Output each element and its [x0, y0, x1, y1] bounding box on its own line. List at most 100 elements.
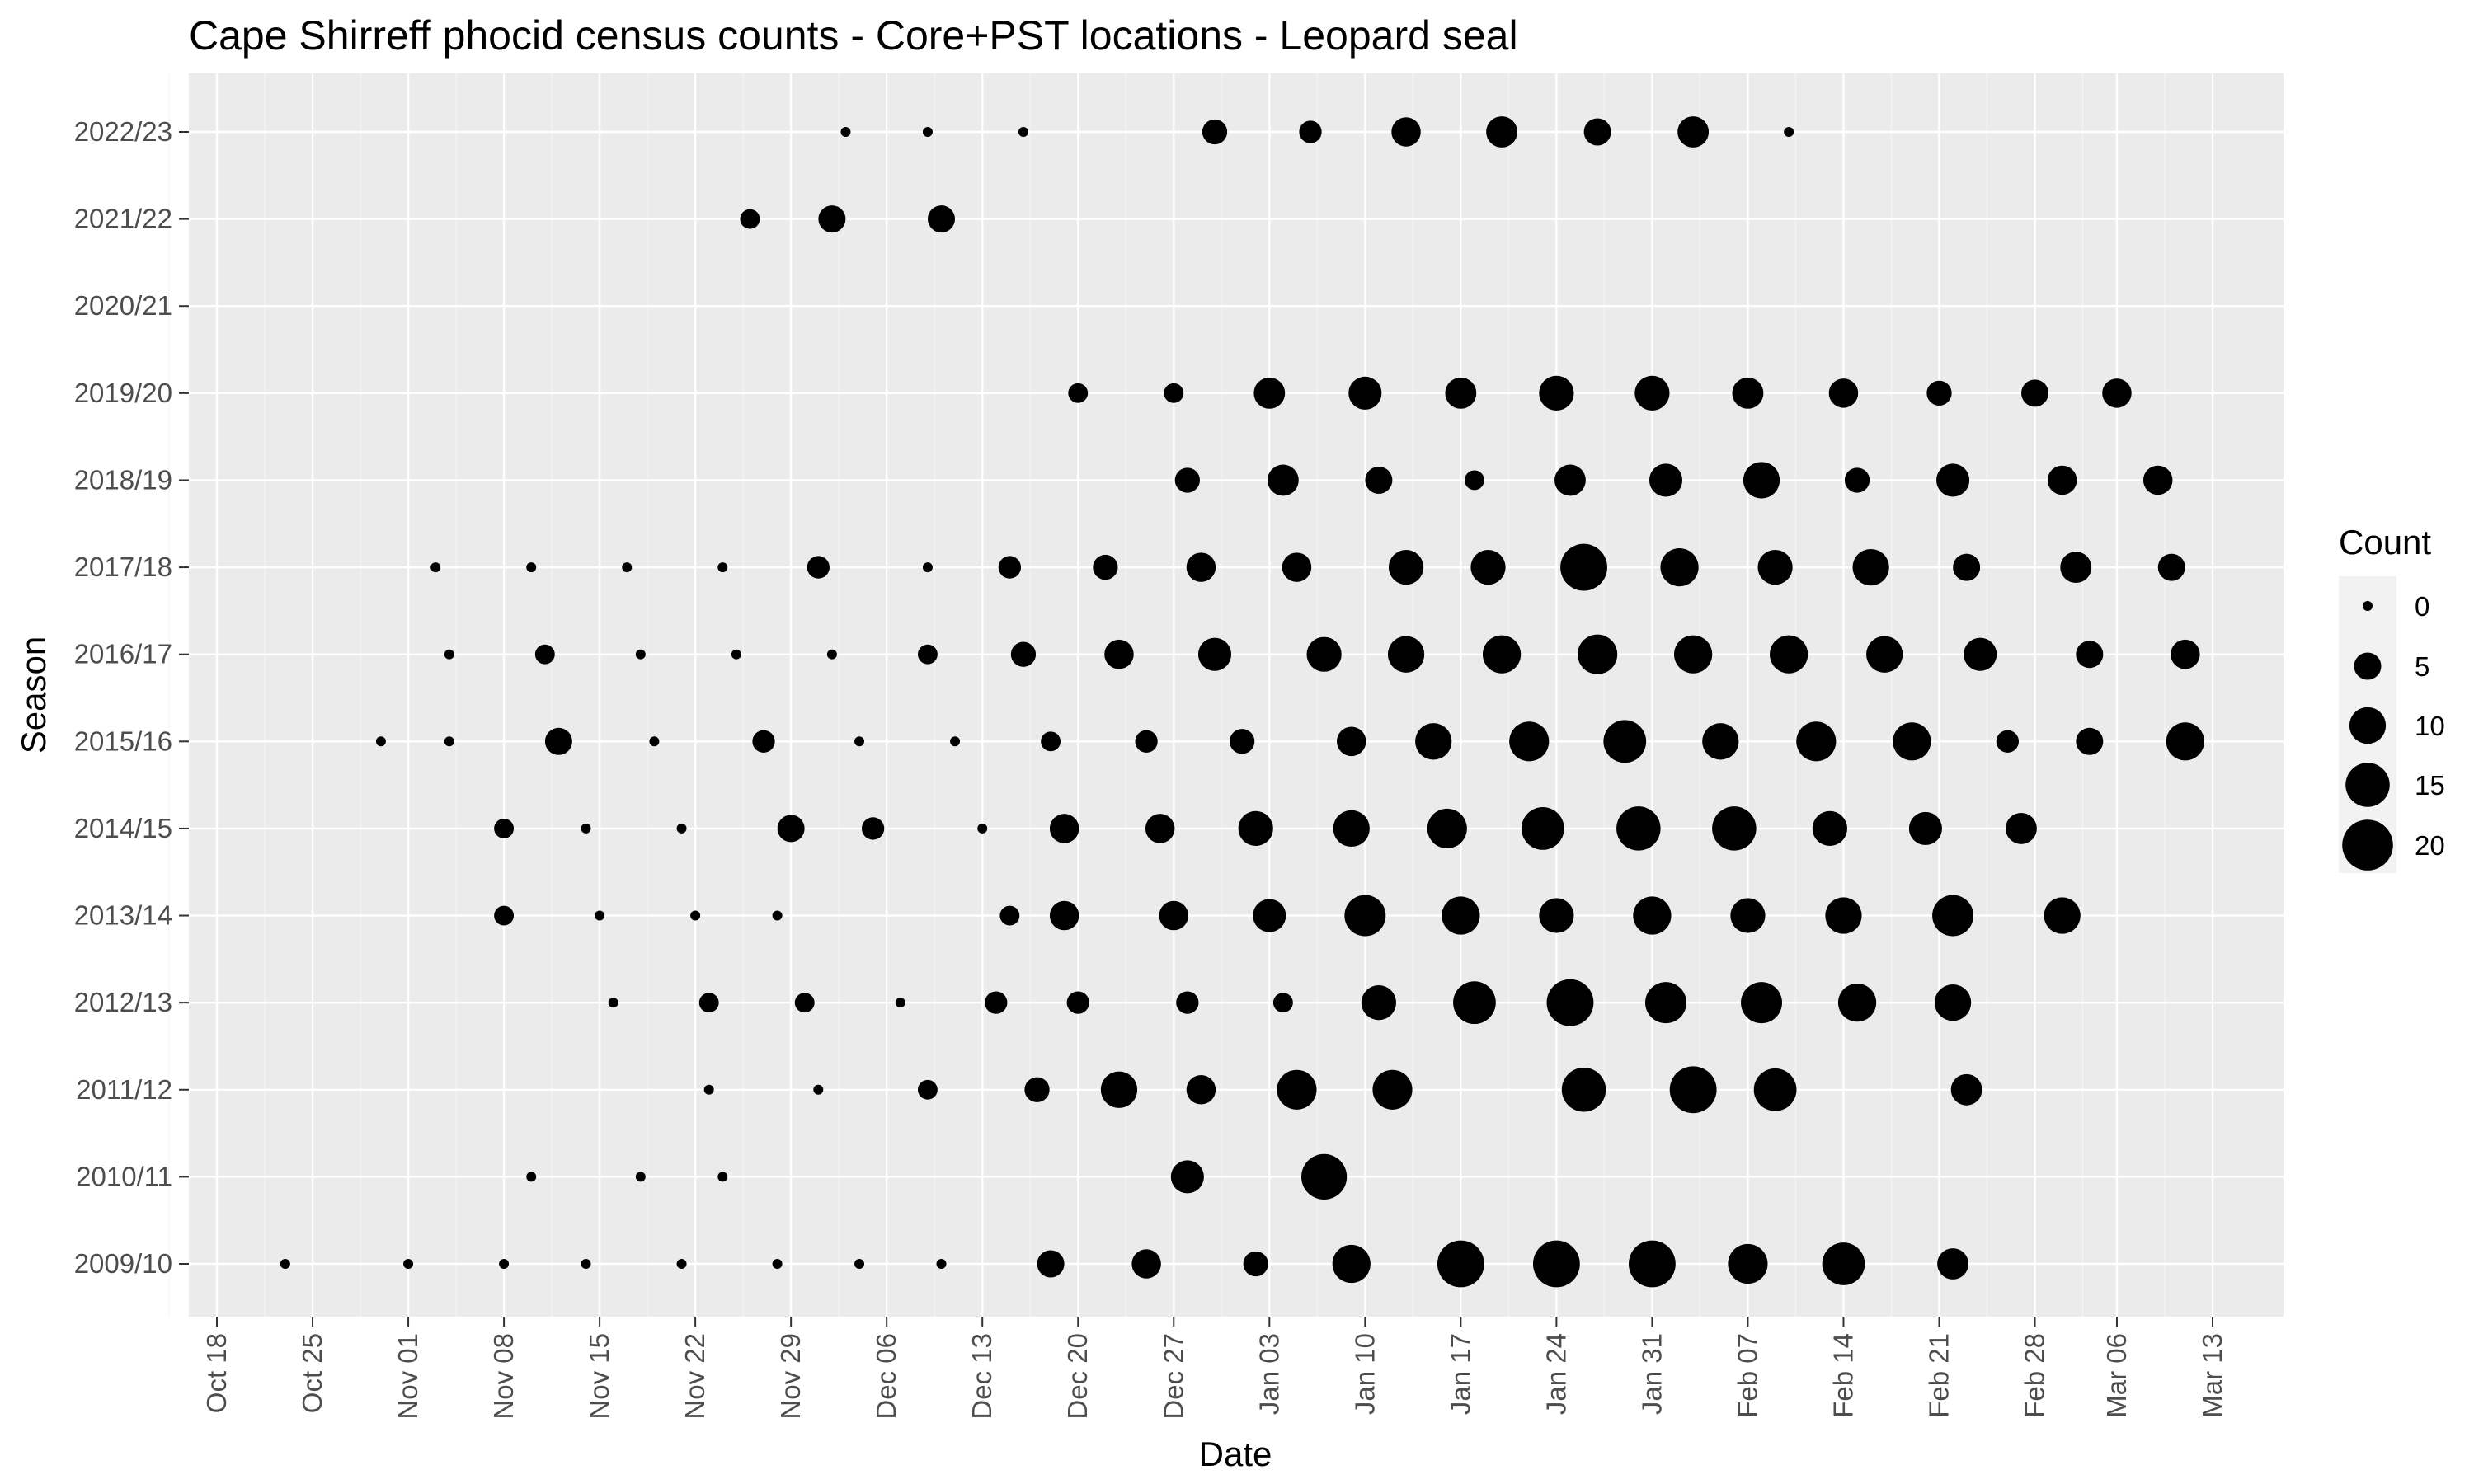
data-point	[534, 644, 555, 665]
x-tick-label: Dec 13	[967, 1333, 997, 1420]
legend-key	[2345, 763, 2390, 807]
data-point	[1243, 1251, 1268, 1277]
data-point	[635, 1172, 646, 1182]
data-point	[444, 649, 454, 660]
legend-key	[2342, 819, 2393, 871]
data-point	[1299, 120, 1322, 143]
data-point	[2076, 727, 2104, 755]
data-point	[1104, 639, 1134, 669]
data-point	[1741, 982, 1783, 1024]
data-point	[1202, 119, 1228, 145]
data-point	[1628, 1240, 1676, 1288]
data-point	[1996, 730, 2020, 753]
data-point	[1730, 898, 1766, 933]
data-point	[1732, 377, 1764, 409]
data-point	[772, 1259, 783, 1269]
y-tick-label: 2015/16	[74, 726, 172, 756]
y-tick-label: 2022/23	[74, 116, 172, 147]
grid-major	[189, 73, 2284, 1317]
data-point	[2006, 812, 2037, 844]
legend-label: 0	[2415, 591, 2429, 622]
data-point	[1336, 726, 1366, 757]
legend-title: Count	[2339, 523, 2431, 561]
legend-label: 15	[2415, 770, 2445, 801]
grid-minor	[168, 73, 2166, 1317]
data-point	[1301, 1153, 1348, 1200]
data-point	[1197, 637, 1232, 671]
legend-label: 10	[2415, 711, 2445, 741]
y-tick-label: 2019/20	[74, 378, 172, 408]
legend-label: 20	[2415, 830, 2445, 861]
data-point	[917, 1079, 938, 1100]
data-point	[1866, 636, 1903, 673]
y-tick-label: 2020/21	[74, 290, 172, 321]
data-point	[622, 562, 633, 573]
data-point	[1453, 981, 1496, 1025]
data-point	[1344, 895, 1386, 937]
data-point	[1176, 991, 1199, 1014]
data-point	[1950, 1073, 1982, 1106]
data-point	[608, 998, 618, 1008]
x-tick-label: Feb 28	[2020, 1333, 2050, 1418]
data-point	[1822, 1242, 1865, 1285]
data-point	[1828, 378, 1859, 408]
data-point	[1348, 376, 1382, 410]
data-point	[280, 1259, 290, 1269]
data-point	[703, 1084, 714, 1095]
y-axis: 2009/10 2010/11 2011/12 2012/13 2013/14 2014/…	[74, 116, 189, 1279]
data-point	[922, 127, 933, 137]
data-point	[1796, 721, 1837, 762]
data-point	[1387, 636, 1425, 673]
data-point	[2157, 553, 2185, 581]
data-point	[1908, 811, 1942, 845]
data-point	[1532, 1240, 1580, 1288]
y-tick-label: 2011/12	[76, 1074, 172, 1105]
data-point	[2171, 639, 2200, 669]
data-point	[2076, 641, 2104, 669]
data-point	[2142, 465, 2173, 495]
x-tick-label: Nov 15	[584, 1333, 614, 1420]
data-point	[854, 736, 865, 747]
x-tick-label: Nov 22	[680, 1333, 710, 1420]
data-point	[1415, 723, 1452, 760]
data-point	[494, 905, 515, 926]
data-point	[1365, 466, 1393, 494]
data-point	[807, 556, 830, 579]
data-point	[813, 1084, 824, 1095]
data-point	[1174, 467, 1200, 493]
data-point	[1712, 806, 1757, 851]
data-point	[1230, 729, 1255, 754]
legend-key	[2354, 652, 2382, 680]
data-point	[430, 562, 441, 573]
data-point	[895, 998, 905, 1008]
data-point	[1464, 470, 1484, 491]
data-point	[526, 562, 537, 573]
legend: Count 0 5 10 15 20	[2339, 523, 2445, 873]
x-axis: Oct 18 Oct 25 Nov 01 Nov 08 Nov 15 Nov 22 Nov …	[201, 1317, 2227, 1420]
data-point	[1333, 810, 1370, 848]
x-tick-label: Nov 29	[775, 1333, 806, 1420]
x-tick-label: Nov 01	[393, 1333, 423, 1420]
data-point	[635, 649, 646, 660]
data-point	[717, 1172, 728, 1182]
data-point	[1391, 117, 1421, 147]
x-tick-label: Jan 17	[1445, 1333, 1475, 1415]
data-point	[818, 205, 846, 233]
data-point	[977, 823, 988, 834]
data-point	[1170, 1160, 1204, 1194]
y-tick-label: 2012/13	[74, 987, 172, 1017]
data-point	[1926, 380, 1952, 406]
x-tick-label: Oct 25	[297, 1333, 327, 1413]
data-point	[1372, 1069, 1413, 1110]
data-point	[581, 1259, 591, 1269]
y-tick-label: 2017/18	[74, 552, 172, 582]
data-point	[1560, 543, 1607, 591]
data-point	[544, 727, 572, 755]
x-tick-label: Feb 07	[1732, 1333, 1762, 1418]
data-point	[1578, 634, 1618, 674]
data-points	[280, 116, 2204, 1288]
data-point	[499, 1259, 510, 1269]
data-point	[1041, 731, 1061, 752]
legend-label: 5	[2415, 651, 2429, 682]
data-point	[1427, 808, 1467, 848]
